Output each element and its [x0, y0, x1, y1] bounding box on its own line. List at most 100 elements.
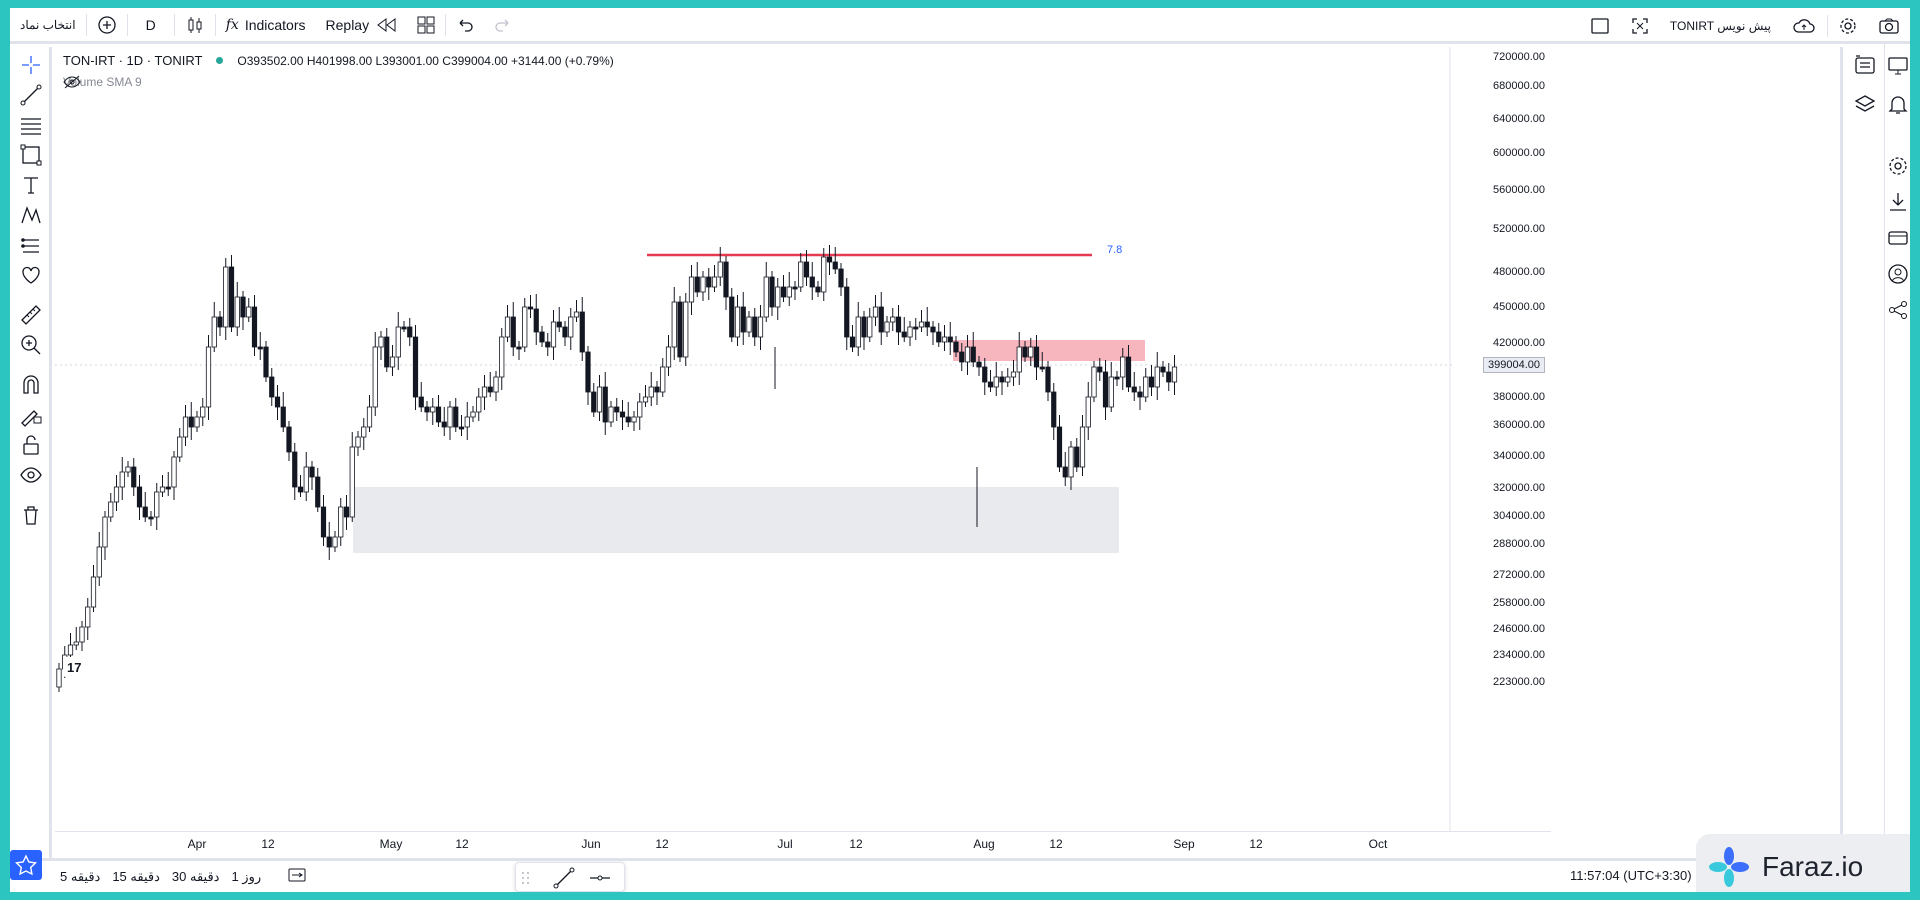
trendline-icon[interactable]	[19, 83, 43, 107]
gear-icon[interactable]	[1886, 154, 1910, 178]
favorites-button[interactable]	[10, 850, 42, 880]
price-axis[interactable]: 720000.00 680000.00 640000.00 600000.00 5600…	[1455, 47, 1551, 837]
candle-body	[223, 266, 229, 328]
candle-body	[108, 501, 114, 518]
lock-drawing-icon[interactable]	[19, 403, 43, 427]
market-status-dot	[216, 57, 224, 64]
layout-button[interactable]	[407, 8, 445, 43]
ruler-icon[interactable]	[19, 303, 43, 327]
candle-body	[148, 516, 154, 520]
annotation-label: 7.8	[1107, 244, 1122, 256]
candle-body	[1056, 426, 1063, 468]
user-icon[interactable]	[1886, 262, 1910, 286]
candle-body	[568, 316, 574, 338]
price-chart[interactable]: 7.8 17	[55, 47, 1551, 837]
cloud-save-button[interactable]	[1781, 8, 1827, 44]
share-icon[interactable]	[1886, 298, 1910, 322]
time-tick-label: May	[379, 837, 403, 851]
candle-body	[1108, 376, 1114, 408]
symbol-search-button[interactable]: انتخاب نماد	[20, 17, 76, 32]
candle-body	[1125, 356, 1132, 388]
candle-body	[671, 301, 677, 348]
candle-body	[1079, 426, 1086, 468]
price-tick-label: 360000.00	[1493, 419, 1545, 431]
download-icon[interactable]	[1886, 190, 1910, 214]
candle-body	[200, 406, 206, 418]
time-axis[interactable]: Apr 12 May 12 Jun 12 Jul 12 Aug 12 Sep 12 Oct	[55, 831, 1551, 853]
candle-body	[711, 276, 718, 288]
interval-15m[interactable]: 15 دقیقه	[112, 868, 160, 884]
add-symbol-button[interactable]	[87, 8, 127, 43]
replay-button[interactable]: Replay	[316, 8, 408, 43]
fib-retracement-icon[interactable]	[19, 113, 43, 137]
price-tick-label: 420000.00	[1493, 337, 1545, 349]
text-icon[interactable]	[19, 173, 43, 197]
candle-body	[849, 336, 856, 348]
date-range-button[interactable]	[287, 866, 307, 887]
price-tick-label: 223000.00	[1493, 676, 1545, 688]
layers-icon[interactable]	[1853, 93, 1877, 117]
price-tick-label: 600000.00	[1493, 147, 1545, 159]
eye-hidden-icon[interactable]	[63, 75, 81, 89]
candle-body	[1120, 356, 1126, 378]
price-tick-label: 450000.00	[1493, 301, 1545, 313]
interval-30m[interactable]: 30 دقیقه	[171, 868, 220, 884]
chart-type-button[interactable]	[175, 8, 215, 43]
divider	[445, 13, 447, 36]
price-tick-label: 272000.00	[1493, 569, 1545, 581]
undo-button[interactable]	[446, 8, 484, 43]
candle-body	[941, 336, 948, 343]
candle-body	[602, 386, 608, 423]
candle-body	[844, 286, 850, 338]
interval-button[interactable]: D	[145, 16, 156, 33]
candle-body	[596, 386, 603, 413]
crosshair-icon[interactable]	[19, 53, 43, 77]
price-tick-label: 340000.00	[1493, 450, 1545, 462]
clock-timezone[interactable]: 11:57:04 (UTC+3:30)	[1570, 868, 1692, 883]
candle-body	[614, 406, 620, 413]
pattern-icon[interactable]	[19, 203, 43, 227]
drag-handle-icon[interactable]	[520, 868, 532, 888]
candle-body	[729, 296, 735, 338]
candle-body	[240, 296, 246, 318]
card-icon[interactable]	[1886, 226, 1910, 250]
bell-icon[interactable]	[1886, 92, 1910, 116]
unlock-icon[interactable]	[19, 433, 43, 457]
zoom-in-icon[interactable]	[19, 333, 43, 357]
expand-button[interactable]	[1620, 8, 1660, 44]
save-layout-label[interactable]: TONIRT پیش نویس	[1669, 19, 1771, 33]
candle-body	[234, 296, 240, 328]
heart-icon[interactable]	[19, 263, 43, 287]
candle-body	[309, 466, 315, 478]
candle-body	[343, 506, 350, 518]
prediction-icon[interactable]	[19, 233, 43, 257]
symbol-title[interactable]: TON-IRT · 1D · TONIRT	[63, 53, 203, 68]
candle-body	[867, 316, 873, 338]
divider	[1827, 15, 1828, 37]
price-tick-label: 380000.00	[1493, 391, 1545, 403]
horizontal-line-icon[interactable]	[588, 866, 612, 890]
candle-body	[918, 321, 925, 328]
interval-1d[interactable]: 1 روز	[231, 868, 262, 884]
fullscreen-toggle[interactable]	[1580, 8, 1620, 44]
interval-5m[interactable]: 5 دقیقه	[60, 868, 101, 884]
trendline-tool-icon[interactable]	[552, 866, 576, 890]
candle-body	[1010, 371, 1017, 378]
chart-area[interactable]: 7.8 17 TON-IRT · 1D · TONIRT O393502.00 H…	[55, 47, 1828, 851]
redo-button[interactable]	[484, 8, 522, 43]
rectangle-icon[interactable]	[19, 143, 43, 167]
camera-icon	[1879, 18, 1899, 34]
candle-body	[976, 361, 982, 368]
monitor-icon[interactable]	[1886, 54, 1910, 78]
indicators-button[interactable]: fx Indicators	[216, 8, 316, 43]
candle-body	[562, 326, 568, 338]
magnet-icon[interactable]	[19, 373, 43, 397]
eye-icon[interactable]	[19, 463, 43, 487]
candle-body	[677, 301, 683, 358]
settings-button[interactable]	[1828, 8, 1868, 44]
watchlist-icon[interactable]	[1853, 53, 1877, 77]
screenshot-button[interactable]	[1868, 8, 1910, 44]
candle-body	[982, 366, 988, 383]
trash-icon[interactable]	[19, 503, 43, 527]
expand-icon	[1632, 18, 1648, 34]
